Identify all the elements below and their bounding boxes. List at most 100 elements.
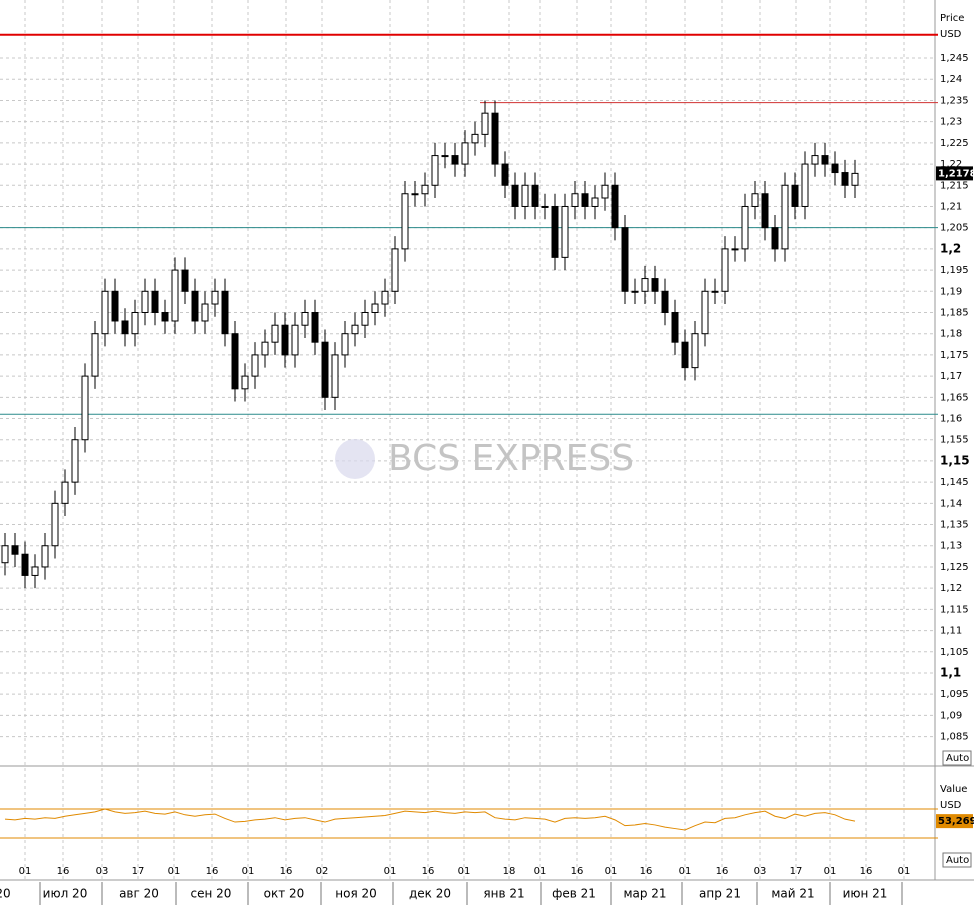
y-tick-label: 1,19: [940, 286, 962, 297]
x-month-label: янв 21: [483, 887, 524, 901]
candle-body: [591, 197, 599, 207]
y-tick-label: 1,24: [940, 74, 962, 85]
candle-body: [411, 193, 419, 196]
candle-body: [731, 248, 739, 251]
x-tick-label: 16: [57, 866, 70, 877]
x-tick-label: 16: [716, 866, 729, 877]
auto-button[interactable]: [942, 750, 972, 766]
candle-body: [1, 545, 9, 564]
x-tick-label: 17: [132, 866, 145, 877]
candle-body: [521, 184, 529, 207]
y-tick-label: 1,145: [940, 477, 969, 488]
candle-body: [621, 227, 629, 292]
x-month-label: ноя 20: [335, 887, 377, 901]
candle-body: [361, 311, 369, 326]
x-tick-label: 17: [790, 866, 803, 877]
candle-body: [811, 155, 819, 165]
candle-body: [81, 375, 89, 441]
candle-body: [131, 311, 139, 335]
y-tick-label: 1,215: [940, 180, 969, 191]
indicator-last-box: [936, 814, 973, 829]
candle-body: [311, 311, 319, 343]
last-price-box: [936, 166, 973, 181]
candle-body: [71, 439, 79, 483]
candle-body: [541, 205, 549, 208]
candle-body: [41, 545, 49, 568]
y-tick-label: 1,165: [940, 392, 969, 403]
x-tick-label: 01: [384, 866, 397, 877]
candle-body: [201, 303, 209, 322]
y-tick-label: 1,245: [940, 53, 969, 64]
y-tick-label: 1,2: [940, 241, 961, 255]
candle-body: [661, 290, 669, 313]
y-tick-label: 1,125: [940, 562, 969, 573]
x-month-label: 20: [0, 887, 11, 901]
candle-body: [501, 163, 509, 186]
candle-body: [851, 172, 859, 186]
y-tick-label: 1,095: [940, 689, 969, 700]
x-month-label: май 21: [771, 887, 814, 901]
candle-body: [551, 205, 559, 258]
x-tick-label: 01: [242, 866, 255, 877]
y-tick-label: 1,225: [940, 138, 969, 149]
watermark: BCS EXPRESS: [388, 438, 634, 479]
candle-body: [331, 354, 339, 398]
candle-body: [531, 184, 539, 207]
x-month-label: июн 21: [843, 887, 888, 901]
candle-body: [321, 341, 329, 398]
x-tick-label: 01: [168, 866, 181, 877]
candle-body: [791, 184, 799, 207]
y-tick-label: 1,13: [940, 541, 962, 552]
x-tick-label: 01: [458, 866, 471, 877]
candle-body: [481, 112, 489, 135]
y-tick-label: 1,185: [940, 307, 969, 318]
candle-body: [751, 193, 759, 207]
candle-body: [31, 566, 39, 576]
candle-body: [571, 193, 579, 207]
candle-body: [251, 354, 259, 377]
indicator-last-label: 53,269: [938, 816, 974, 827]
x-month-label: авг 20: [119, 887, 159, 901]
y-tick-label: 1,14: [940, 498, 962, 509]
candle-body: [651, 278, 659, 292]
candle-body: [381, 290, 389, 305]
candle-body: [831, 163, 839, 174]
candle-body: [581, 193, 589, 207]
y-tick-label: 1,235: [940, 95, 969, 106]
candle-body: [701, 290, 709, 335]
candle-body: [151, 290, 159, 313]
candle-body: [441, 155, 449, 158]
candle-body: [471, 133, 479, 144]
price-axis-title: Price: [940, 13, 964, 24]
candle-body: [721, 248, 729, 292]
x-month-label: апр 21: [699, 887, 741, 901]
candle-body: [11, 545, 19, 555]
candle-body: [221, 290, 229, 335]
y-tick-label: 1,11: [940, 626, 962, 637]
candle-body: [341, 333, 349, 356]
y-tick-label: 1,155: [940, 435, 969, 446]
auto-button-label[interactable]: Auto: [946, 855, 969, 866]
candle-body: [141, 290, 149, 313]
y-tick-label: 1,12: [940, 583, 962, 594]
candle-body: [21, 553, 29, 576]
candle-body: [611, 184, 619, 229]
x-tick-label: 01: [605, 866, 618, 877]
x-month-label: дек 20: [409, 887, 451, 901]
auto-button-label[interactable]: Auto: [946, 753, 969, 764]
candle-body: [681, 341, 689, 369]
candle-body: [101, 290, 109, 335]
y-tick-label: 1,1: [940, 665, 961, 679]
candle-body: [821, 155, 829, 165]
candle-body: [231, 333, 239, 390]
x-tick-label: 01: [534, 866, 547, 877]
auto-button[interactable]: [942, 852, 972, 868]
candle-body: [91, 333, 99, 377]
candle-body: [801, 163, 809, 207]
candle-body: [211, 290, 219, 305]
y-tick-label: 1,205: [940, 223, 969, 234]
x-tick-label: 01: [19, 866, 32, 877]
x-month-label: фев 21: [552, 887, 596, 901]
candle-body: [351, 324, 359, 335]
